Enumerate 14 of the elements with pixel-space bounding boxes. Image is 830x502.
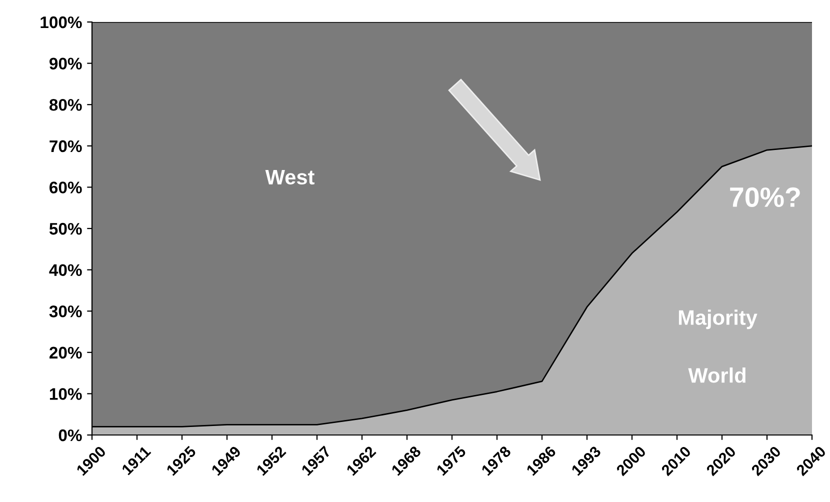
y-tick-label: 50%: [49, 222, 82, 235]
series-label: West: [265, 170, 314, 185]
y-tick-label: 30%: [49, 306, 82, 318]
y-tick-label: 10%: [50, 388, 82, 400]
y-tick-label: 80%: [49, 99, 82, 111]
y-tick-label: 40%: [49, 264, 82, 276]
y-tick-label: 60%: [50, 182, 82, 194]
y-tick-label: 0%: [58, 429, 82, 442]
y-tick-label: 90%: [50, 58, 82, 70]
text: Majority World: [678, 310, 758, 383]
y-tick-label: 70%: [50, 140, 82, 152]
y-tick-label: 20%: [50, 346, 82, 359]
annotation: 70%?: [730, 187, 800, 208]
y-tick-label: 100%: [40, 16, 82, 28]
